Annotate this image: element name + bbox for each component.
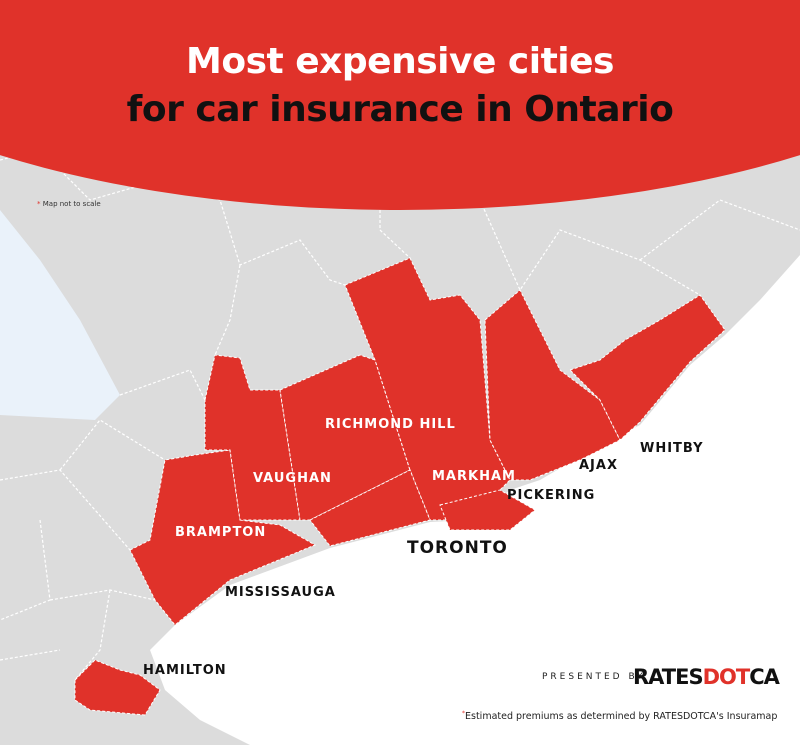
inland-lake: [0, 210, 120, 420]
highlighted-regions: [74, 257, 726, 716]
label-ajax: AJAX: [579, 458, 618, 473]
title-line-2: for car insurance in Ontario: [126, 89, 674, 130]
label-richmond-hill: RICHMOND HILL: [325, 417, 456, 432]
region-richmond-hill: [279, 354, 411, 521]
header-banner: [0, 0, 800, 210]
label-vaughan: VAUGHAN: [253, 471, 332, 486]
region-pickering: [484, 289, 621, 481]
label-whitby: WHITBY: [640, 441, 704, 456]
label-toronto: TORONTO: [407, 538, 508, 558]
ratesdotca-logo: RATESDOTCA: [633, 665, 780, 689]
region-brampton-mississauga: [129, 449, 317, 626]
region-hamilton: [74, 659, 161, 716]
presented-by: PRESENTED BY: [542, 672, 646, 682]
region-toronto: [309, 469, 431, 547]
borders: [0, 149, 800, 681]
note-marker: *: [37, 200, 41, 208]
page-title: Most expensive cities for car insurance …: [0, 38, 800, 134]
footnote: *Estimated premiums as determined by RAT…: [462, 710, 777, 722]
footnote-marker: *: [462, 710, 465, 717]
label-hamilton: HAMILTON: [143, 663, 227, 678]
note-text: Map not to scale: [42, 200, 101, 208]
scale-note: * Map not to scale: [37, 200, 101, 208]
footnote-text: Estimated premiums as determined by RATE…: [465, 711, 778, 723]
title-line-1: Most expensive cities: [186, 41, 614, 82]
lake-ontario: [150, 255, 800, 745]
label-brampton: BRAMPTON: [175, 525, 267, 540]
label-pickering: PICKERING: [507, 488, 596, 503]
label-markham: MARKHAM: [432, 469, 516, 484]
region-ajax-whitby: [569, 294, 726, 441]
label-mississauga: MISSISSAUGA: [225, 585, 336, 600]
region-toronto-east: [439, 489, 536, 531]
